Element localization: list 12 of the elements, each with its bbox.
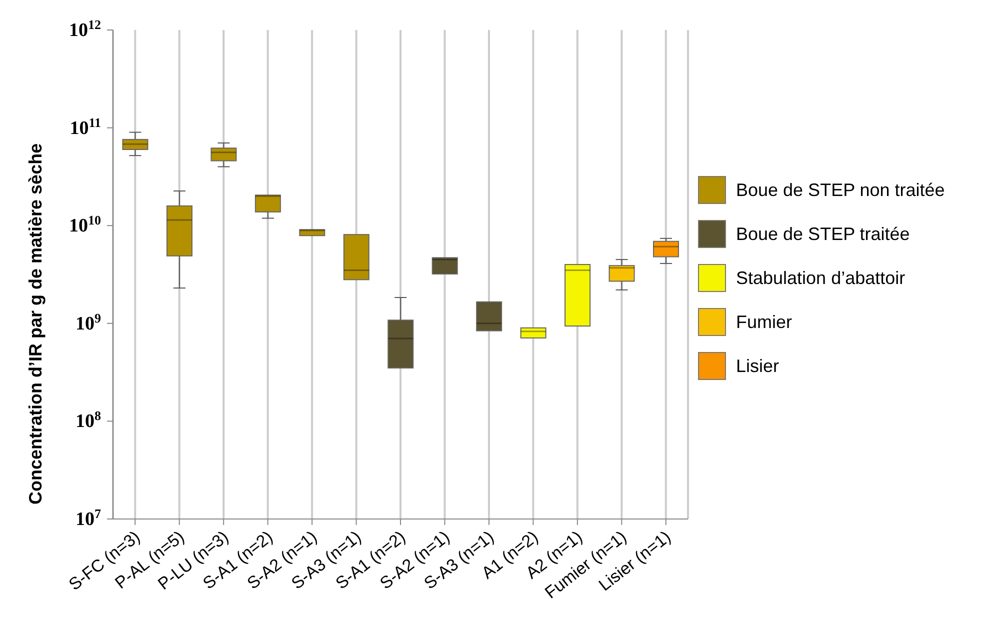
legend-label: Boue de STEP non traitée (736, 180, 945, 200)
y-tick-label: 10$^{10}$ (69, 212, 101, 237)
legend-label: Boue de STEP traitée (736, 224, 910, 244)
legend-label: Lisier (736, 356, 780, 376)
y-tick-label: 10$^{9}$ (76, 310, 102, 334)
y-tick-label: 10$^{11}$ (70, 114, 101, 139)
y-tick-label: 10$^{12}$ (69, 16, 101, 41)
legend-label: Stabulation d’abattoir (736, 268, 906, 288)
legend-label: Fumier (736, 312, 792, 332)
y-tick-label: 10$^{7}$ (76, 506, 102, 530)
y-axis-title: Concentration d’IR par g de matière sèche (25, 143, 46, 504)
y-tick-label: 10$^{8}$ (76, 408, 102, 432)
